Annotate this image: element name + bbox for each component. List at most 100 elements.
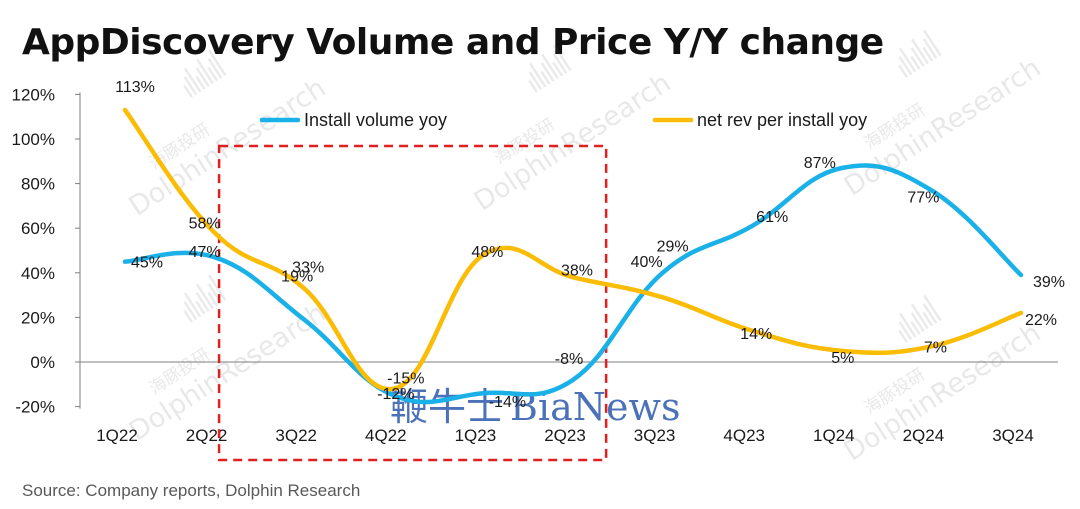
data-label: 14% bbox=[740, 326, 772, 343]
data-label: 5% bbox=[831, 350, 854, 367]
legend-label: Install volume yoy bbox=[304, 110, 447, 130]
x-tick-label: 2Q22 bbox=[186, 426, 228, 445]
watermark-bar bbox=[195, 75, 206, 90]
data-label: -8% bbox=[555, 351, 583, 368]
watermark-bar bbox=[898, 64, 908, 78]
watermark-bar bbox=[195, 67, 210, 88]
series-line-1 bbox=[122, 107, 1024, 392]
watermark-bar bbox=[195, 300, 206, 315]
y-tick-label: 100% bbox=[12, 130, 55, 149]
highlight-box bbox=[217, 144, 608, 462]
watermark-bar bbox=[898, 321, 913, 341]
watermark-bar bbox=[528, 71, 543, 91]
axes: -20% 0% 20% 40% 60% 80% 100% 120% 1Q22 2Q22 3Q22 4Q… bbox=[12, 85, 1058, 445]
watermark-bar bbox=[183, 76, 198, 96]
data-label: 48% bbox=[471, 244, 503, 261]
watermark-bar bbox=[208, 274, 227, 302]
y-tick-label: 80% bbox=[21, 175, 55, 194]
watermark-bar bbox=[207, 66, 219, 82]
data-label: 7% bbox=[924, 339, 947, 356]
x-tick-label: 1Q24 bbox=[813, 426, 855, 445]
x-tick-label: 1Q23 bbox=[455, 426, 497, 445]
x-tick-label: 2Q23 bbox=[544, 426, 586, 445]
watermark-bar bbox=[922, 303, 938, 324]
data-label: 33% bbox=[292, 259, 324, 276]
data-label: 58% bbox=[189, 216, 221, 233]
series-lines bbox=[122, 107, 1024, 405]
chart-title: AppDiscovery Volume and Price Y/Y change bbox=[22, 22, 884, 63]
watermark-bar bbox=[540, 70, 551, 85]
data-label: 40% bbox=[631, 254, 663, 271]
watermark-bar bbox=[541, 53, 559, 80]
watermark-bar bbox=[899, 312, 917, 338]
series-line-0 bbox=[122, 163, 1024, 405]
y-tick-label: 20% bbox=[21, 308, 55, 327]
y-tick-label: -20% bbox=[15, 398, 55, 417]
watermark-bar bbox=[553, 44, 572, 72]
watermark-bar bbox=[910, 55, 921, 70]
y-tick-label: 60% bbox=[21, 219, 55, 238]
watermark-bar bbox=[898, 56, 913, 76]
watermark-bar bbox=[910, 320, 921, 335]
watermark-bar bbox=[196, 283, 214, 310]
watermark-bar bbox=[899, 47, 917, 73]
source-note: Source: Company reports, Dolphin Researc… bbox=[22, 481, 361, 500]
x-tick-label: 1Q22 bbox=[96, 426, 138, 445]
watermark-bar bbox=[922, 311, 934, 327]
watermark-text: DolphinResearch bbox=[839, 52, 1047, 202]
y-tick-label: 120% bbox=[12, 85, 55, 104]
data-label: 61% bbox=[756, 209, 788, 226]
watermark-bar bbox=[552, 53, 568, 74]
data-label: -14% bbox=[489, 394, 526, 411]
legend: Install volume yoy net rev per install yo… bbox=[259, 110, 867, 130]
watermark-bar bbox=[898, 329, 908, 343]
data-labels: 45% 47% 19% -15% -14% -8% 40% 61% 87% 77% 39% 113% 5… bbox=[115, 79, 1065, 411]
highlight-region bbox=[217, 144, 608, 462]
x-tick-label: 4Q22 bbox=[365, 426, 407, 445]
legend-label: net rev per install yoy bbox=[697, 110, 867, 130]
watermark-bar bbox=[528, 79, 538, 93]
watermark-bar bbox=[529, 62, 547, 88]
watermark-bar bbox=[911, 303, 929, 330]
data-label: 45% bbox=[131, 255, 163, 272]
watermark-bar bbox=[910, 312, 925, 333]
x-tick-label: 3Q23 bbox=[634, 426, 676, 445]
watermark-text: DolphinResearch bbox=[124, 297, 332, 447]
watermark-bar bbox=[196, 58, 214, 85]
y-tick-label: 40% bbox=[21, 264, 55, 283]
x-tick-label: 2Q24 bbox=[903, 426, 945, 445]
watermark-bar bbox=[184, 292, 202, 318]
watermark-bar bbox=[184, 67, 202, 93]
watermark-bar bbox=[540, 62, 555, 83]
watermark-bar bbox=[207, 58, 223, 79]
data-label: 47% bbox=[189, 244, 221, 261]
watermark-bar bbox=[207, 291, 219, 307]
data-label: -12% bbox=[377, 386, 414, 403]
data-label: 29% bbox=[657, 238, 689, 255]
watermark-bar bbox=[552, 61, 564, 77]
x-tick-label: 4Q23 bbox=[723, 426, 765, 445]
watermark-bar bbox=[911, 38, 929, 65]
watermark-bar bbox=[208, 49, 227, 77]
x-tick-label: 3Q22 bbox=[275, 426, 317, 445]
data-label: 38% bbox=[561, 262, 593, 279]
watermark-bar bbox=[195, 292, 210, 313]
watermark-brand: BiaNews bbox=[510, 385, 681, 429]
data-label: 113% bbox=[115, 79, 155, 96]
data-label: 22% bbox=[1025, 312, 1057, 329]
watermark-bar bbox=[923, 294, 942, 322]
data-label: 87% bbox=[804, 155, 836, 172]
watermark-bar bbox=[923, 29, 942, 57]
data-label: 39% bbox=[1033, 274, 1065, 291]
watermark-bar bbox=[183, 301, 198, 321]
data-label: 19% bbox=[281, 269, 313, 286]
x-tick-label: 3Q24 bbox=[992, 426, 1034, 445]
watermark-bar bbox=[922, 38, 938, 59]
watermark-text: DolphinResearch bbox=[469, 67, 677, 217]
data-label: -15% bbox=[387, 370, 424, 387]
data-label: 77% bbox=[907, 189, 939, 206]
